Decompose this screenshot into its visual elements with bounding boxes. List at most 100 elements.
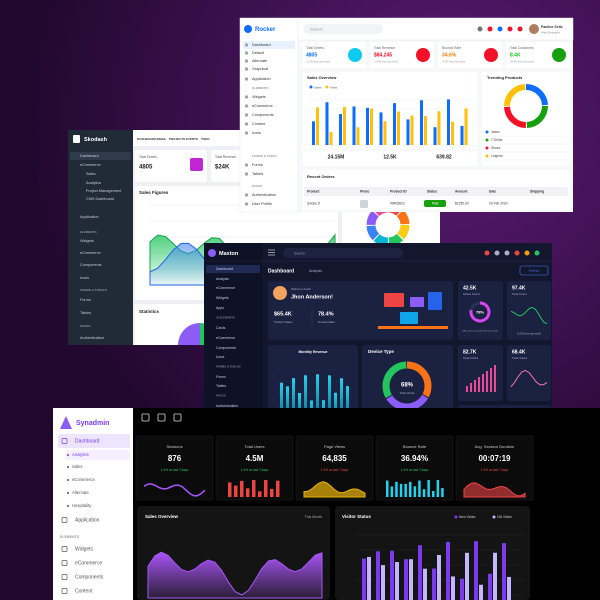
chart-bar <box>409 481 412 497</box>
pie-slice <box>178 323 200 345</box>
menu-item[interactable]: Dashboard <box>216 267 233 271</box>
table-header-cell: Status <box>427 189 437 193</box>
menu-item[interactable]: User Profile <box>252 202 272 206</box>
donut-segment <box>504 84 548 128</box>
topbar-icon <box>504 250 510 256</box>
menu-item[interactable]: Analysis <box>216 277 229 281</box>
chart-bar <box>470 383 472 392</box>
chart-bar <box>446 541 450 600</box>
settings-button <box>519 265 549 276</box>
menu-item[interactable]: Dashboard <box>75 438 100 444</box>
menu-item[interactable]: Analytics <box>72 452 89 457</box>
chart-bar <box>436 480 440 497</box>
menu-icon <box>61 588 68 594</box>
menu-item[interactable]: Icons <box>216 355 225 359</box>
stat-value: $65.4K <box>274 311 292 317</box>
menu-item[interactable]: eCommerce <box>252 104 273 108</box>
legend-dot <box>325 85 329 89</box>
menu-item[interactable]: Sales <box>72 464 82 469</box>
menu-item[interactable]: Forms <box>252 163 263 167</box>
nav-link[interactable]: DASHBOARD <box>137 137 157 141</box>
menu-item[interactable]: Authentication <box>80 336 104 340</box>
card-title: Device Type <box>368 349 394 354</box>
menu-item[interactable]: Icons <box>80 276 89 280</box>
menu-item[interactable]: eCommerce <box>80 163 101 167</box>
menu-item[interactable]: eCommerce <box>216 286 235 290</box>
menu-item[interactable]: Components <box>75 574 104 580</box>
illustration <box>410 297 424 307</box>
chart-bar <box>343 107 346 145</box>
menu-item[interactable]: Icons <box>252 131 261 135</box>
menu-item[interactable]: Components <box>80 263 102 267</box>
label: Total Orders <box>306 46 324 50</box>
nav-link[interactable]: PROJECTS <box>169 137 185 141</box>
menu-section: ELEMENTS <box>252 86 269 90</box>
chart-bar <box>276 480 280 497</box>
stat-icon <box>190 158 203 171</box>
menu-item[interactable]: Alternate <box>72 490 89 495</box>
menu-item[interactable]: Components <box>252 113 274 117</box>
menu-section: FORMS & TABLE <box>252 154 277 158</box>
menu-icon <box>61 560 68 566</box>
search-placeholder[interactable]: Search <box>294 251 305 255</box>
menu-item[interactable]: Widgets <box>252 95 266 99</box>
menu-item[interactable]: Project Management <box>86 189 122 193</box>
menu-item[interactable]: eCommerce <box>216 336 235 340</box>
menu-item[interactable]: Tables <box>252 172 263 176</box>
sparkline <box>510 306 548 325</box>
search-box <box>283 248 403 258</box>
menu-icon <box>245 59 248 63</box>
menu-item[interactable]: CMS Dashboard <box>86 197 114 201</box>
chart-bar <box>433 127 437 145</box>
menu-item[interactable]: Authentication <box>216 404 238 408</box>
menu-highlight <box>70 152 131 160</box>
menu-item[interactable]: Tables <box>80 311 91 315</box>
menu-item[interactable]: Graphical <box>252 67 268 71</box>
nav-link[interactable]: EVENTS <box>186 137 198 141</box>
menu-item[interactable]: Application <box>252 77 271 81</box>
menu-item[interactable]: Cards <box>216 326 226 330</box>
menu-item[interactable]: eCommerce <box>72 477 95 482</box>
menu-item[interactable]: Alternate <box>252 59 267 63</box>
chart-bar <box>490 368 492 392</box>
menu-item[interactable]: Dashboard <box>80 154 99 158</box>
menu-item[interactable]: Content <box>252 122 266 126</box>
menu-item[interactable]: Tables <box>216 384 226 388</box>
menu-icon <box>245 43 248 47</box>
menu-item[interactable]: eCommerce <box>75 560 102 566</box>
menu-item[interactable]: Default <box>252 51 265 55</box>
chart-bar <box>437 111 441 145</box>
dropdown[interactable]: This Month <box>305 515 322 519</box>
label: 1.4% vs last 7 days <box>241 468 269 472</box>
menu-item[interactable]: Application <box>80 215 99 219</box>
menu-item[interactable]: Widgets <box>216 296 229 300</box>
chart-bar <box>329 131 333 145</box>
menu-item[interactable]: Forms <box>80 298 91 302</box>
menu-item[interactable]: Authentication <box>252 193 276 197</box>
menu-item[interactable]: Hospitality <box>72 503 92 508</box>
nav-link[interactable]: TODO <box>201 137 210 141</box>
menu-item[interactable]: Components <box>216 346 236 350</box>
search-placeholder[interactable]: Search <box>310 27 323 32</box>
legend-dot <box>485 154 489 158</box>
menu-item[interactable]: Analytics <box>86 181 101 185</box>
menu-item[interactable]: Content <box>75 588 93 594</box>
menu-item[interactable]: Widgets <box>80 239 94 243</box>
chart-bar <box>328 375 331 418</box>
menu-item[interactable]: eCommerce <box>80 251 101 255</box>
menu-item[interactable]: Dashboard <box>252 43 271 47</box>
stat-card <box>302 42 366 68</box>
settings-button[interactable]: Settings <box>529 269 540 273</box>
chart-bar <box>404 559 408 600</box>
menu-icon <box>245 163 248 167</box>
stat-card <box>506 42 570 68</box>
menu-item[interactable]: Widgets <box>75 546 94 552</box>
menu-item[interactable]: Forms <box>216 375 226 379</box>
menu-item[interactable]: Application <box>75 517 100 523</box>
menu-item[interactable]: Sales <box>86 172 96 176</box>
menu-item[interactable]: Apps <box>216 306 224 310</box>
legend: Lingerie <box>491 154 503 158</box>
stat-value: 42.5K <box>463 285 477 291</box>
nav-link[interactable]: EMAIL <box>157 137 167 141</box>
brand: Skodash <box>84 137 108 143</box>
